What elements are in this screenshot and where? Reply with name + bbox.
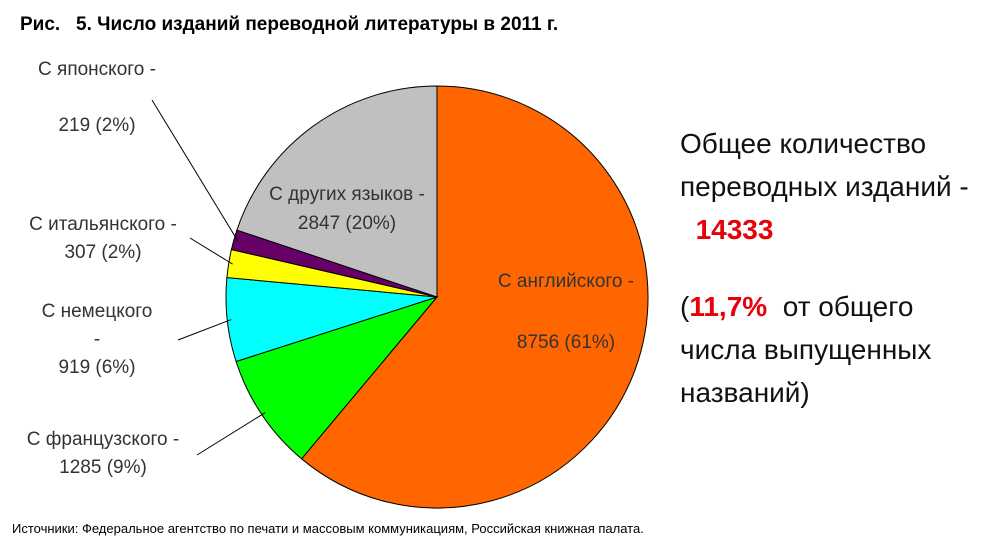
slice-label: С немецкого - (41, 301, 153, 350)
pie-slice (300, 85, 649, 509)
value-label: 2847 (20%) (297, 213, 397, 234)
value-label: 919 (6%) (58, 357, 136, 378)
slice-label: С японского - (38, 59, 156, 80)
value-label: 219 (2%) (58, 115, 136, 136)
leader-line (177, 319, 232, 341)
source: Источники: Федеральное агентство по печа… (12, 521, 644, 536)
note: Общее количество переводных изданий - 14… (680, 122, 970, 414)
slice-label: С итальянского - (29, 214, 177, 235)
pie-slice (236, 85, 438, 298)
slice-label: С английского - (497, 271, 635, 292)
value-label: 1285 (9%) (59, 457, 147, 478)
leader-line (151, 99, 239, 242)
slice-label: С других языков - (269, 184, 425, 205)
note-block: Общее количество переводных изданий - 14… (680, 122, 970, 251)
slice-label: С французского - (26, 429, 180, 450)
note-share: 11,7% (689, 291, 768, 322)
note-text: Общее количество переводных изданий - (680, 128, 969, 202)
note-block: (11,7% от общего числа выпущенных назван… (680, 285, 970, 414)
note-rest: от общего числа выпущенных названий) (680, 291, 932, 408)
chart-title: Рис. 5. Число изданий переводной литерат… (20, 14, 559, 35)
value-label: 307 (2%) (64, 242, 142, 263)
value-label: 8756 (61%) (516, 332, 616, 353)
note-total: 14333 (695, 214, 774, 245)
leader-line (196, 412, 266, 456)
note-open: ( (680, 291, 690, 322)
leader-line (189, 237, 233, 265)
